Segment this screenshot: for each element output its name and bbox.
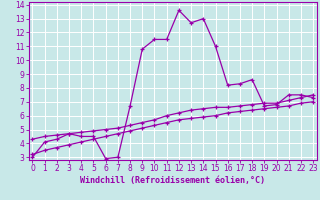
- X-axis label: Windchill (Refroidissement éolien,°C): Windchill (Refroidissement éolien,°C): [80, 176, 265, 185]
